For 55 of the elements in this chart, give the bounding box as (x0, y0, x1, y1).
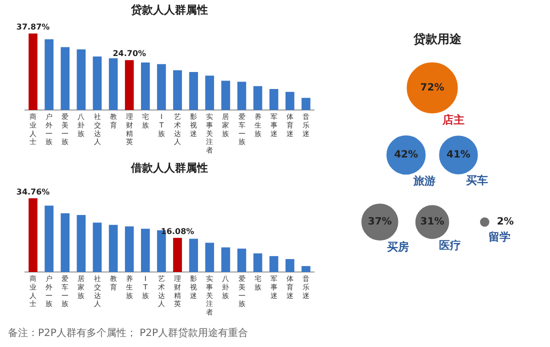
data-label: 31% (420, 216, 444, 228)
data-label: 41% (446, 150, 470, 161)
bar (141, 62, 150, 110)
data-label: 24.70% (112, 49, 146, 58)
category-label: 买车 (466, 174, 488, 188)
bar (44, 206, 54, 272)
bar (28, 34, 38, 110)
data-label: 37.87% (16, 22, 50, 32)
bar (173, 70, 182, 110)
category-label: 留学 (488, 230, 511, 244)
bar (76, 49, 86, 110)
bar (44, 39, 54, 110)
bar (269, 256, 278, 272)
bar (28, 198, 38, 272)
text: 备注：P2P人群有多个属性； P2P人群贷款用途有重合 (8, 326, 248, 340)
data-label: 34.76% (16, 187, 50, 196)
data-label: 2% (496, 216, 514, 228)
bar (108, 58, 118, 110)
category-label: 店主 (441, 113, 464, 126)
bar (253, 86, 262, 110)
bar (205, 242, 214, 272)
text: 贷款用途 (412, 32, 462, 46)
data-label: 37% (368, 216, 392, 228)
bar (92, 56, 102, 110)
bar (189, 238, 198, 272)
bar (221, 247, 230, 272)
bar (302, 98, 310, 110)
bar (237, 82, 246, 110)
bar (157, 64, 166, 110)
bar (124, 226, 134, 272)
bar (286, 92, 294, 110)
bar (76, 214, 86, 272)
category-label: 旅游 (412, 174, 436, 188)
bar (237, 248, 246, 272)
bar (141, 228, 150, 272)
bar (173, 238, 182, 272)
data-label: 42% (394, 150, 418, 161)
bar (60, 213, 70, 272)
chart-title: 借款人人群属性 (130, 161, 208, 174)
bar (253, 253, 262, 272)
bar (302, 266, 310, 272)
data-label: 16.08% (160, 226, 194, 236)
category-label: 买房 (387, 240, 409, 254)
chart-title: 贷款人人群属性 (130, 3, 208, 16)
bar (108, 224, 118, 272)
bar (205, 76, 214, 110)
bar (189, 72, 198, 110)
bar (269, 88, 278, 110)
bar (60, 47, 70, 110)
category-label: 医疗 (438, 238, 461, 252)
bar (286, 259, 294, 272)
data-label: 72% (420, 82, 444, 94)
bar (92, 222, 102, 272)
bar (221, 80, 230, 110)
bar (124, 60, 134, 110)
